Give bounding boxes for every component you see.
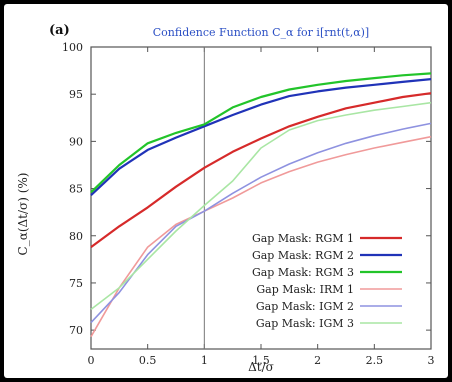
y-tick-label: 85: [69, 183, 83, 196]
x-tick-label: 0.5: [139, 354, 157, 367]
legend-entry-label: Gap Mask: IRM 1: [256, 283, 354, 296]
x-axis-label: Δt/σ: [248, 360, 274, 374]
panel-label: (a): [49, 23, 70, 38]
x-tick-label: 2.5: [366, 354, 384, 367]
y-tick-label: 75: [69, 277, 83, 290]
x-tick-label: 1.5: [252, 354, 270, 367]
y-tick-label: 90: [69, 135, 83, 148]
series-line-1: [90, 92, 432, 248]
legend-entry-label: Gap Mask: IGM 3: [256, 317, 354, 330]
legend-entry-label: Gap Mask: RGM 1: [252, 232, 354, 245]
y-axis-label: C_α(Δt/σ) (%): [16, 173, 30, 256]
chart-title: Confidence Function C_α for i[rnt(t,α)]: [153, 26, 369, 39]
plot-area: 70 75 80 85 90 95 100 0 0.5 1 1.5 2 2.5 3 Gap Mask: RG…: [62, 41, 435, 367]
legend-entry-label: Gap Mask: IGM 2: [256, 300, 354, 313]
legend-entry-label: Gap Mask: RGM 3: [252, 266, 354, 279]
series-line-3: [90, 72, 432, 194]
series-line-5: [90, 122, 432, 324]
legend: Gap Mask: RGM 1 Gap Mask: RGM 2 Gap Mask: …: [252, 232, 402, 330]
x-tick-label: 1: [201, 354, 208, 367]
chart-figure: (a) Confidence Function C_α for i[rnt(t,…: [4, 4, 448, 378]
confidence-chart: (a) Confidence Function C_α for i[rnt(t,…: [16, 23, 435, 374]
series-line-2: [90, 78, 432, 197]
legend-entry-label: Gap Mask: RGM 2: [252, 249, 354, 262]
y-tick-label: 70: [69, 324, 83, 337]
series-line-4: [90, 135, 432, 338]
x-tick-label: 2: [314, 354, 321, 367]
y-tick-label: 100: [62, 41, 83, 54]
x-tick-label: 3: [428, 354, 435, 367]
series-line-6: [90, 101, 432, 311]
x-tick-label: 0: [88, 354, 95, 367]
y-tick-label: 95: [69, 88, 83, 101]
y-tick-label: 80: [69, 230, 83, 243]
